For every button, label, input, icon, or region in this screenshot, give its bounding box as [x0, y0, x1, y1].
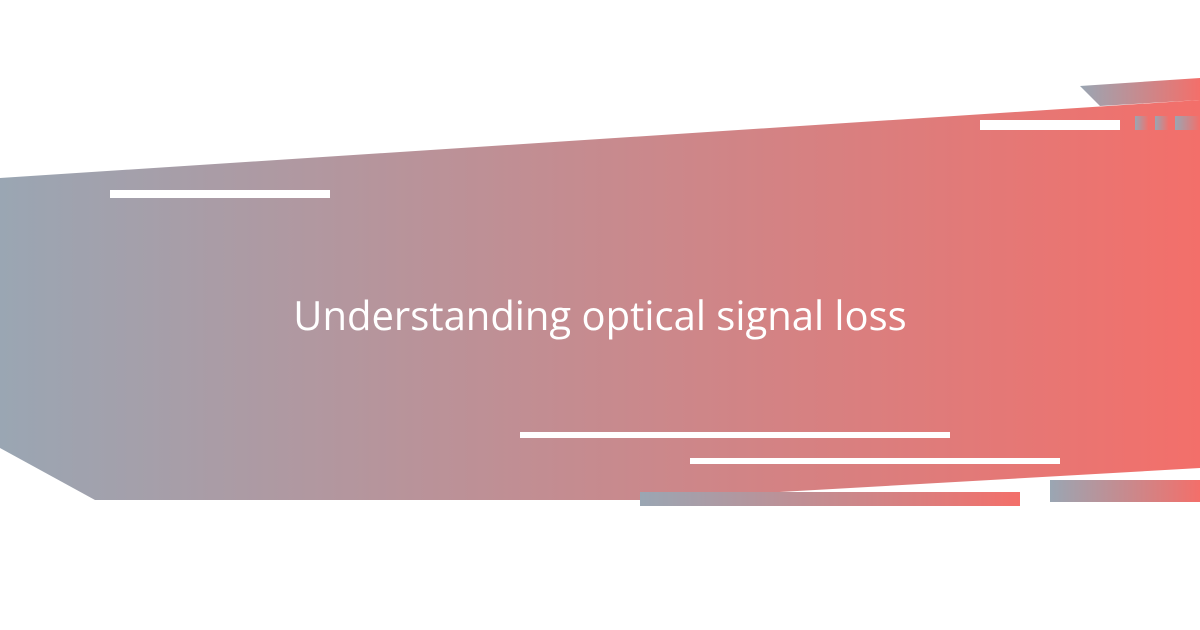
accent-shape: [1050, 480, 1200, 502]
accent-line: [520, 432, 950, 438]
page-title: Understanding optical signal loss: [240, 289, 960, 341]
accent-line: [690, 458, 1060, 464]
accent-shape: [1175, 116, 1200, 130]
accent-shape: [640, 492, 1020, 506]
accent-line: [110, 190, 330, 198]
accent-shape: [1155, 116, 1169, 130]
accent-line: [980, 120, 1120, 130]
accent-shape: [1135, 116, 1149, 130]
